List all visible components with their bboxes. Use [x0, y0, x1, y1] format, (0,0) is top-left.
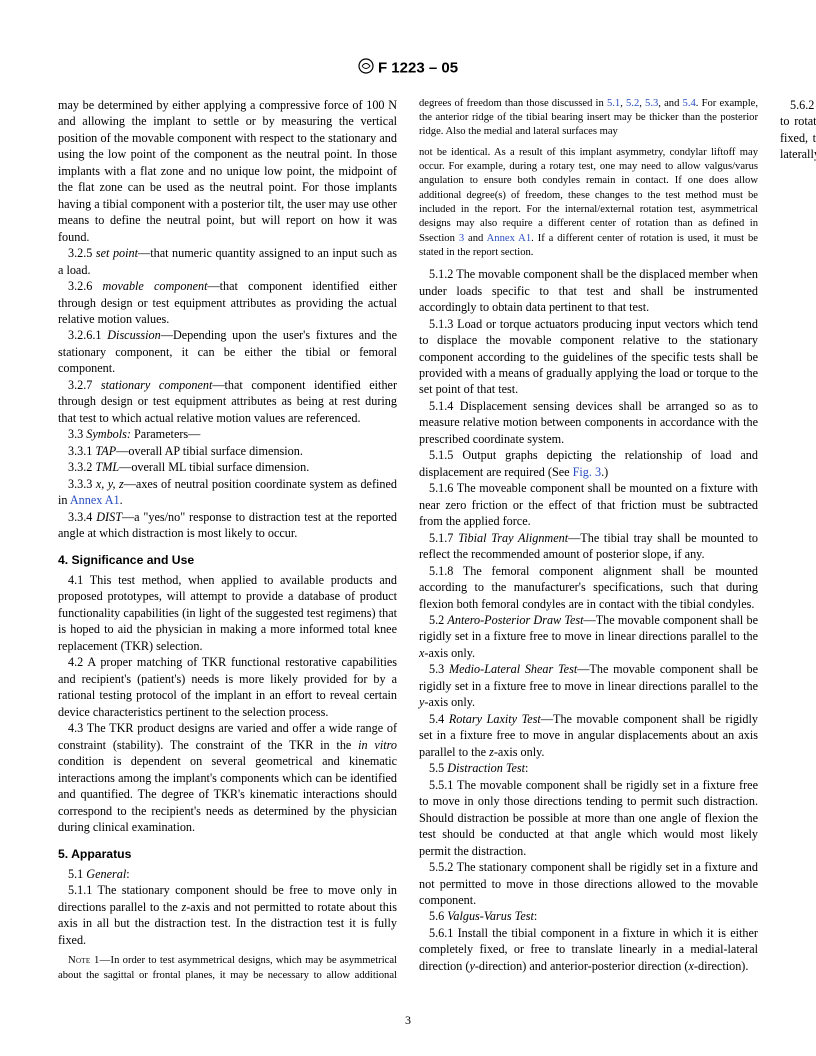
para-3.3.1: 3.3.1 TAP—overall AP tibial surface dime…: [58, 443, 397, 459]
para-5.3: 5.3 Medio-Lateral Shear Test—The movable…: [419, 661, 758, 710]
para-5.6.1: 5.6.1 Install the tibial component in a …: [419, 925, 758, 974]
term-general: General: [86, 867, 126, 881]
term-rotary-laxity-test: Rotary Laxity Test: [449, 712, 541, 726]
note-1-label: Note 1—: [68, 955, 111, 966]
para-4.3: 4.3 The TKR product designs are varied a…: [58, 720, 397, 835]
body-columns: may be determined by either applying a c…: [58, 97, 758, 997]
term-ml-shear-test: Medio-Lateral Shear Test: [449, 662, 577, 676]
section-5-heading: 5. Apparatus: [58, 846, 397, 862]
term-xyz: x, y, z: [96, 477, 124, 491]
page-number: 3: [0, 1012, 816, 1028]
term-tibial-tray-alignment: Tibial Tray Alignment: [458, 531, 568, 545]
para-5.5.2: 5.5.2 The stationary component shall be …: [419, 859, 758, 908]
para-3.2.6.1: 3.2.6.1 Discussion—Depending upon the us…: [58, 327, 397, 376]
para-3.2.5: 3.2.5 set point—that numeric quantity as…: [58, 245, 397, 278]
para-5.1.4: 5.1.4 Displacement sensing devices shall…: [419, 398, 758, 447]
para-3.2.7: 3.2.7 stationary component—that componen…: [58, 377, 397, 426]
para-5.1.6: 5.1.6 The moveable component shall be mo…: [419, 480, 758, 529]
term-set-point: set point: [96, 246, 138, 260]
para-5.1.3: 5.1.3 Load or torque actuators producing…: [419, 316, 758, 398]
para-5.6: 5.6 Valgus-Varus Test:: [419, 908, 758, 924]
para-5.1.5: 5.1.5 Output graphs depicting the relati…: [419, 447, 758, 480]
term-ap-draw-test: Antero-Posterior Draw Test: [447, 613, 583, 627]
term-distraction-test: Distraction Test: [447, 761, 525, 775]
para-5.2: 5.2 Antero-Posterior Draw Test—The movab…: [419, 612, 758, 661]
para-4.1: 4.1 This test method, when applied to av…: [58, 572, 397, 654]
para-5.6.2: 5.6.2 Install the femoral component in a…: [780, 97, 816, 163]
link-annex-a1-b[interactable]: Annex A1: [487, 233, 532, 244]
para-5.5: 5.5 Distraction Test:: [419, 760, 758, 776]
standard-number: F 1223 – 05: [378, 59, 458, 76]
para-5.1: 5.1 General:: [58, 866, 397, 882]
term-symbols: Symbols:: [86, 427, 131, 441]
note-1-cont: not be identical. As a result of this im…: [419, 146, 758, 260]
para-5.1.1: 5.1.1 The stationary component should be…: [58, 882, 397, 948]
para-5.5.1: 5.5.1 The movable component shall be rig…: [419, 777, 758, 859]
term-valgus-varus-test: Valgus-Varus Test: [447, 909, 534, 923]
term-dist: DIST: [96, 510, 122, 524]
section-4-heading: 4. Significance and Use: [58, 552, 397, 568]
link-fig-3[interactable]: Fig. 3: [573, 465, 601, 479]
link-5.4[interactable]: 5.4: [683, 98, 696, 109]
para-3.3.4: 3.3.4 DIST—a "yes/no" response to distra…: [58, 509, 397, 542]
para-4.2: 4.2 A proper matching of TKR functional …: [58, 654, 397, 720]
astm-logo: [358, 58, 374, 79]
para-3.2.4-cont: may be determined by either applying a c…: [58, 97, 397, 245]
para-5.4: 5.4 Rotary Laxity Test—The movable compo…: [419, 711, 758, 760]
term-tml: TML: [95, 460, 119, 474]
link-annex-a1[interactable]: Annex A1: [70, 493, 120, 507]
term-stationary-component: stationary component: [101, 378, 212, 392]
link-5.3[interactable]: 5.3: [645, 98, 658, 109]
term-movable-component: movable component: [103, 279, 208, 293]
para-5.1.2: 5.1.2 The movable component shall be the…: [419, 266, 758, 315]
page-header: F 1223 – 05: [58, 58, 758, 79]
para-3.3.3: 3.3.3 x, y, z—axes of neutral position c…: [58, 476, 397, 509]
para-3.3: 3.3 Symbols: Parameters—: [58, 426, 397, 442]
link-5.1[interactable]: 5.1: [607, 98, 620, 109]
para-3.3.2: 3.3.2 TML—overall ML tibial surface dime…: [58, 459, 397, 475]
para-3.2.6: 3.2.6 movable component—that component i…: [58, 278, 397, 327]
para-5.1.7: 5.1.7 Tibial Tray Alignment—The tibial t…: [419, 530, 758, 563]
link-5.2[interactable]: 5.2: [626, 98, 639, 109]
para-5.1.8: 5.1.8 The femoral component alignment sh…: [419, 563, 758, 612]
term-tap: TAP: [95, 444, 116, 458]
term-discussion: Discussion: [107, 328, 161, 342]
